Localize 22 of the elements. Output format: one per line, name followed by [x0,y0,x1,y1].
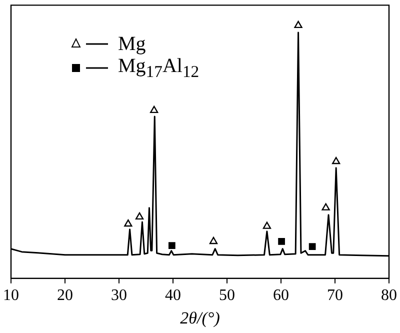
point [135,212,144,220]
point [322,203,330,210]
x-tick-label: 70 [327,287,343,304]
point [262,222,272,229]
x-tick-label: 30 [111,287,127,304]
x-tick-label: 20 [57,287,73,304]
legend-label: Mg [118,32,146,56]
legend-label: Mg$_{17}$Al$_{12}$ [118,54,200,82]
x-axis-title: 2θ/(°) [180,308,220,328]
x-tick-label: 50 [219,287,235,304]
x-tick-label: 10 [3,287,19,304]
point [209,236,218,244]
point [124,219,132,227]
x-tick-label: 60 [273,287,289,304]
point [332,156,340,164]
point [168,242,176,249]
point [294,20,302,28]
x-tick-label: 40 [165,287,181,304]
point [278,238,285,245]
point [308,243,316,250]
point [150,106,158,114]
x-tick-label: 80 [381,287,397,304]
